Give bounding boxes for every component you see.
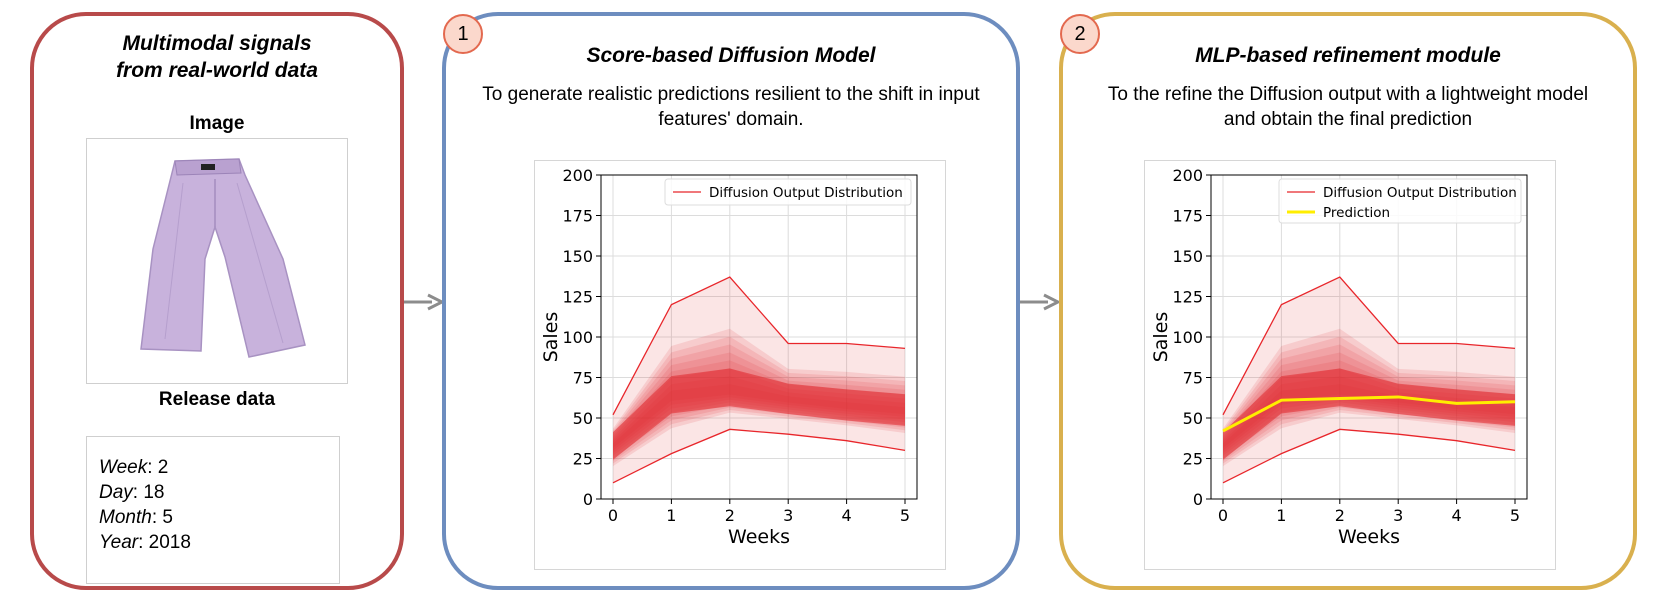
x-tick-label: 5 <box>1510 506 1520 525</box>
lower-bound-line <box>1222 428 1516 484</box>
refinement-title: MLP-based refinement module <box>1195 44 1501 67</box>
y-tick-label: 25 <box>1183 450 1203 469</box>
x-tick-label: 3 <box>783 506 793 525</box>
inputs-title-line2: from real-world data <box>116 59 318 82</box>
y-axis-label: Sales <box>1150 312 1172 363</box>
diffusion-chart: 0 25 50 75 100 125 150 175 200 0 1 2 3 4 5 Weeks Sales Di… <box>534 160 946 570</box>
legend-label: Prediction <box>1323 205 1390 221</box>
release-day: Day: 18 <box>99 482 165 503</box>
x-axis-label: Weeks <box>1338 526 1400 548</box>
x-tick-label: 0 <box>608 506 618 525</box>
distribution-core-band <box>613 368 905 460</box>
y-tick-label: 100 <box>1172 328 1203 347</box>
y-tick-label: 0 <box>1193 490 1203 509</box>
x-tick-label: 5 <box>900 506 910 525</box>
refinement-chart-svg: 0 25 50 75 100 125 150 175 200 0 1 2 3 4 5 Weeks Sales Di… <box>1150 166 1528 548</box>
y-tick-label: 150 <box>1172 247 1203 266</box>
step-badge-1: 1 <box>443 14 483 54</box>
y-tick-label: 0 <box>583 490 593 509</box>
y-tick-label: 200 <box>562 166 593 185</box>
refinement-chart: 0 25 50 75 100 125 150 175 200 0 1 2 3 4 5 Weeks Sales Di… <box>1144 160 1556 570</box>
y-tick-label: 125 <box>1172 288 1203 307</box>
release-label: Release data <box>158 389 276 410</box>
upper-bound-line <box>1222 276 1516 416</box>
trousers-icon <box>140 158 306 358</box>
diffusion-title: Score-based Diffusion Model <box>586 44 876 67</box>
distribution-core-band <box>1223 368 1515 460</box>
y-tick-label: 200 <box>1172 166 1203 185</box>
x-tick-label: 2 <box>1335 506 1345 525</box>
diffusion-model-panel: Score-based Diffusion Model To generate … <box>442 12 1020 590</box>
legend-box <box>664 178 912 206</box>
legend-box <box>1278 178 1522 224</box>
x-tick-label: 0 <box>1218 506 1228 525</box>
x-tick-label: 2 <box>725 506 735 525</box>
y-tick-label: 75 <box>573 369 593 388</box>
arrow-right-icon <box>1020 293 1060 311</box>
refinement-desc-line1: To the refine the Diffusion output with … <box>1107 84 1589 105</box>
x-tick-label: 4 <box>1452 506 1462 525</box>
step-badge-2: 2 <box>1060 14 1100 54</box>
x-axis-label: Weeks <box>728 526 790 548</box>
y-tick-label: 75 <box>1183 369 1203 388</box>
release-month: Month: 5 <box>99 507 173 528</box>
y-axis-label: Sales <box>540 312 562 363</box>
label-tag-icon <box>201 164 215 170</box>
refinement-module-panel: MLP-based refinement module To the refin… <box>1059 12 1637 590</box>
image-label: Image <box>189 113 245 134</box>
y-tick-label: 100 <box>562 328 593 347</box>
release-week: Week: 2 <box>99 457 169 478</box>
y-tick-label: 25 <box>573 450 593 469</box>
x-tick-label: 4 <box>842 506 852 525</box>
product-image <box>86 138 348 384</box>
arrow-right-icon <box>404 293 444 311</box>
y-tick-label: 175 <box>1172 207 1203 226</box>
x-tick-label: 1 <box>666 506 676 525</box>
release-data-box: Week: 2 Day: 18 Month: 5 Year: 2018 <box>86 436 340 584</box>
release-year: Year: 2018 <box>99 532 191 553</box>
inputs-title-line1: Multimodal signals <box>122 32 312 55</box>
y-tick-label: 125 <box>562 288 593 307</box>
legend-label: Diffusion Output Distribution <box>709 185 903 201</box>
x-tick-label: 3 <box>1393 506 1403 525</box>
y-tick-label: 50 <box>1183 409 1203 428</box>
y-tick-label: 150 <box>562 247 593 266</box>
legend-label: Diffusion Output Distribution <box>1323 185 1517 201</box>
input-signals-panel: Multimodal signals from real-world data … <box>30 12 404 590</box>
y-tick-label: 175 <box>562 207 593 226</box>
x-tick-label: 1 <box>1276 506 1286 525</box>
diffusion-desc-line2: features' domain. <box>658 109 804 130</box>
y-tick-label: 50 <box>573 409 593 428</box>
diffusion-desc-line1: To generate realistic predictions resili… <box>482 84 980 105</box>
upper-bound-line <box>612 276 906 416</box>
diffusion-chart-svg: 0 25 50 75 100 125 150 175 200 0 1 2 3 4 5 Weeks Sales Di… <box>540 166 918 548</box>
lower-bound-line <box>612 428 906 484</box>
prediction-line <box>1222 395 1516 433</box>
refinement-desc-line2: and obtain the final prediction <box>1223 109 1473 130</box>
